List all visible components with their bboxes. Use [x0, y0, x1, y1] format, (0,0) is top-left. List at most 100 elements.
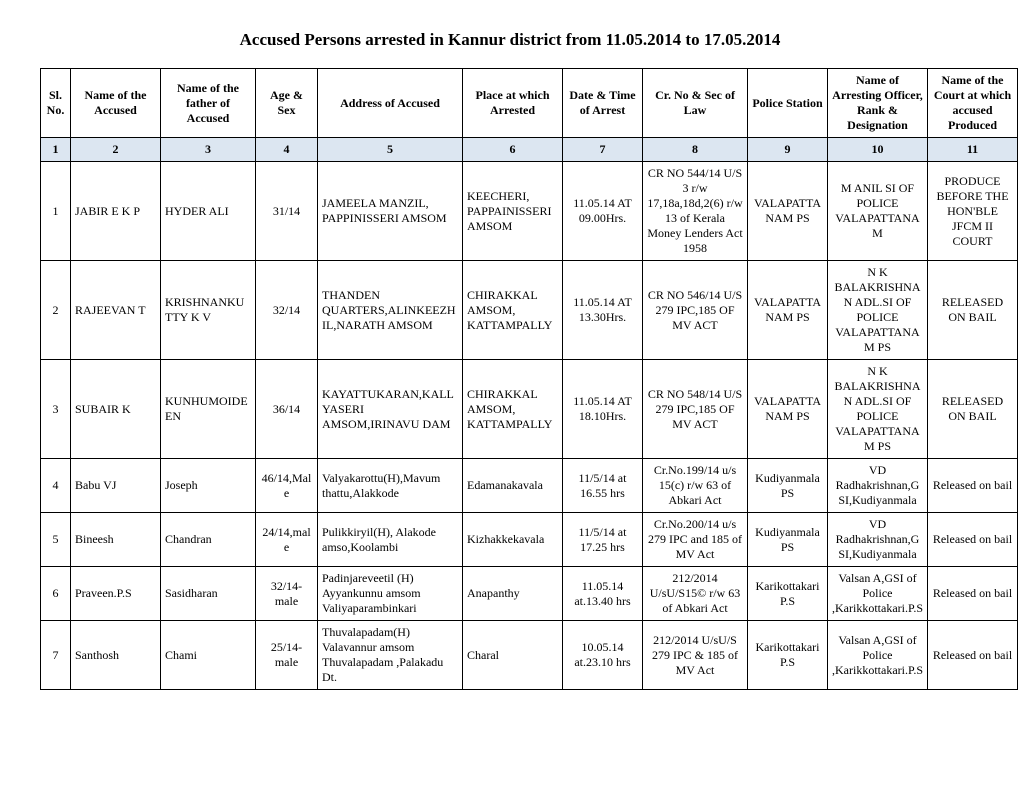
- cell-place: Kizhakkekavala: [463, 513, 563, 567]
- cell-datetime: 10.05.14 at.23.10 hrs: [563, 621, 643, 690]
- cell-officer: VD Radhakrishnan,G SI,Kudiyanmala: [828, 513, 928, 567]
- colnum: 1: [41, 138, 71, 162]
- table-row: 4Babu VJJoseph46/14,MaleValyakarottu(H),…: [41, 459, 1018, 513]
- arrest-table: Sl. No. Name of the Accused Name of the …: [40, 68, 1018, 690]
- cell-officer: N K BALAKRISHNAN ADL.SI OF POLICE VALAPA…: [828, 261, 928, 360]
- col-age: Age & Sex: [256, 69, 318, 138]
- cell-officer: N K BALAKRISHNAN ADL.SI OF POLICE VALAPA…: [828, 360, 928, 459]
- cell-father: Sasidharan: [161, 567, 256, 621]
- cell-place: Edamanakavala: [463, 459, 563, 513]
- cell-address: Padinjareveetil (H) Ayyankunnu amsom Val…: [318, 567, 463, 621]
- cell-sl: 6: [41, 567, 71, 621]
- cell-sl: 4: [41, 459, 71, 513]
- cell-address: Valyakarottu(H),Mavum thattu,Alakkode: [318, 459, 463, 513]
- cell-age: 32/14: [256, 261, 318, 360]
- cell-station: Kudiyanmala PS: [748, 513, 828, 567]
- cell-datetime: 11/5/14 at 16.55 hrs: [563, 459, 643, 513]
- cell-address: KAYATTUKARAN,KALLYASERI AMSOM,IRINAVU DA…: [318, 360, 463, 459]
- colnum: 3: [161, 138, 256, 162]
- cell-sl: 7: [41, 621, 71, 690]
- col-datetime: Date & Time of Arrest: [563, 69, 643, 138]
- colnum: 7: [563, 138, 643, 162]
- cell-station: Karikottakari P.S: [748, 567, 828, 621]
- cell-father: Joseph: [161, 459, 256, 513]
- cell-court: PRODUCE BEFORE THE HON'BLE JFCM II COURT: [928, 162, 1018, 261]
- col-place: Place at which Arrested: [463, 69, 563, 138]
- colnum: 9: [748, 138, 828, 162]
- cell-name: Santhosh: [71, 621, 161, 690]
- column-number-row: 1 2 3 4 5 6 7 8 9 10 11: [41, 138, 1018, 162]
- cell-father: Chandran: [161, 513, 256, 567]
- cell-address: JAMEELA MANZIL, PAPPINISSERI AMSOM: [318, 162, 463, 261]
- cell-officer: Valsan A,GSI of Police ,Karikkottakari.P…: [828, 621, 928, 690]
- colnum: 11: [928, 138, 1018, 162]
- cell-name: SUBAIR K: [71, 360, 161, 459]
- cell-court: Released on bail: [928, 513, 1018, 567]
- colnum: 8: [643, 138, 748, 162]
- cell-court: Released on bail: [928, 567, 1018, 621]
- cell-court: RELEASED ON BAIL: [928, 261, 1018, 360]
- cell-name: JABIR E K P: [71, 162, 161, 261]
- cell-crno: 212/2014 U/sU/S15© r/w 63 of Abkari Act: [643, 567, 748, 621]
- cell-father: KUNHUMOIDEEN: [161, 360, 256, 459]
- cell-place: CHIRAKKAL AMSOM, KATTAMPALLY: [463, 261, 563, 360]
- cell-court: Released on bail: [928, 459, 1018, 513]
- cell-address: THANDEN QUARTERS,ALINKEEZHIL,NARATH AMSO…: [318, 261, 463, 360]
- cell-court: Released on bail: [928, 621, 1018, 690]
- cell-station: Karikottakari P.S: [748, 621, 828, 690]
- cell-name: Babu VJ: [71, 459, 161, 513]
- table-row: 2RAJEEVAN TKRISHNANKUTTY K V32/14THANDEN…: [41, 261, 1018, 360]
- table-row: 3SUBAIR KKUNHUMOIDEEN36/14KAYATTUKARAN,K…: [41, 360, 1018, 459]
- cell-age: 25/14-male: [256, 621, 318, 690]
- cell-age: 46/14,Male: [256, 459, 318, 513]
- cell-age: 36/14: [256, 360, 318, 459]
- cell-name: RAJEEVAN T: [71, 261, 161, 360]
- cell-court: RELEASED ON BAIL: [928, 360, 1018, 459]
- cell-father: Chami: [161, 621, 256, 690]
- cell-datetime: 11.05.14 AT 13.30Hrs.: [563, 261, 643, 360]
- colnum: 5: [318, 138, 463, 162]
- table-row: 6Praveen.P.SSasidharan32/14-malePadinjar…: [41, 567, 1018, 621]
- cell-name: Bineesh: [71, 513, 161, 567]
- colnum: 2: [71, 138, 161, 162]
- cell-datetime: 11.05.14 at.13.40 hrs: [563, 567, 643, 621]
- cell-officer: M ANIL SI OF POLICE VALAPATTANAM: [828, 162, 928, 261]
- col-court: Name of the Court at which accused Produ…: [928, 69, 1018, 138]
- cell-place: CHIRAKKAL AMSOM, KATTAMPALLY: [463, 360, 563, 459]
- cell-crno: CR NO 544/14 U/S 3 r/w 17,18a,18d,2(6) r…: [643, 162, 748, 261]
- table-header-row: Sl. No. Name of the Accused Name of the …: [41, 69, 1018, 138]
- cell-age: 32/14-male: [256, 567, 318, 621]
- colnum: 10: [828, 138, 928, 162]
- col-crno: Cr. No & Sec of Law: [643, 69, 748, 138]
- cell-station: VALAPATTANAM PS: [748, 261, 828, 360]
- cell-place: Anapanthy: [463, 567, 563, 621]
- cell-address: Thuvalapadam(H) Valavannur amsom Thuvala…: [318, 621, 463, 690]
- cell-crno: CR NO 546/14 U/S 279 IPC,185 OF MV ACT: [643, 261, 748, 360]
- cell-crno: 212/2014 U/sU/S 279 IPC & 185 of MV Act: [643, 621, 748, 690]
- cell-crno: Cr.No.200/14 u/s 279 IPC and 185 of MV A…: [643, 513, 748, 567]
- cell-station: VALAPATTANAM PS: [748, 360, 828, 459]
- table-body: 1 2 3 4 5 6 7 8 9 10 11 1JABIR E K PHYDE…: [41, 138, 1018, 690]
- cell-age: 31/14: [256, 162, 318, 261]
- cell-datetime: 11.05.14 AT 18.10Hrs.: [563, 360, 643, 459]
- table-row: 7SanthoshChami25/14-maleThuvalapadam(H) …: [41, 621, 1018, 690]
- col-slno: Sl. No.: [41, 69, 71, 138]
- cell-sl: 3: [41, 360, 71, 459]
- cell-crno: Cr.No.199/14 u/s 15(c) r/w 63 of Abkari …: [643, 459, 748, 513]
- cell-sl: 2: [41, 261, 71, 360]
- cell-age: 24/14,male: [256, 513, 318, 567]
- cell-station: VALAPATTANAM PS: [748, 162, 828, 261]
- cell-officer: VD Radhakrishnan,G SI,Kudiyanmala: [828, 459, 928, 513]
- cell-father: HYDER ALI: [161, 162, 256, 261]
- page-title: Accused Persons arrested in Kannur distr…: [40, 30, 980, 50]
- col-father: Name of the father of Accused: [161, 69, 256, 138]
- cell-datetime: 11.05.14 AT 09.00Hrs.: [563, 162, 643, 261]
- cell-father: KRISHNANKUTTY K V: [161, 261, 256, 360]
- cell-datetime: 11/5/14 at 17.25 hrs: [563, 513, 643, 567]
- col-station: Police Station: [748, 69, 828, 138]
- cell-sl: 1: [41, 162, 71, 261]
- cell-address: Pulikkiryil(H), Alakode amso,Koolambi: [318, 513, 463, 567]
- col-name: Name of the Accused: [71, 69, 161, 138]
- table-row: 1JABIR E K PHYDER ALI31/14JAMEELA MANZIL…: [41, 162, 1018, 261]
- colnum: 6: [463, 138, 563, 162]
